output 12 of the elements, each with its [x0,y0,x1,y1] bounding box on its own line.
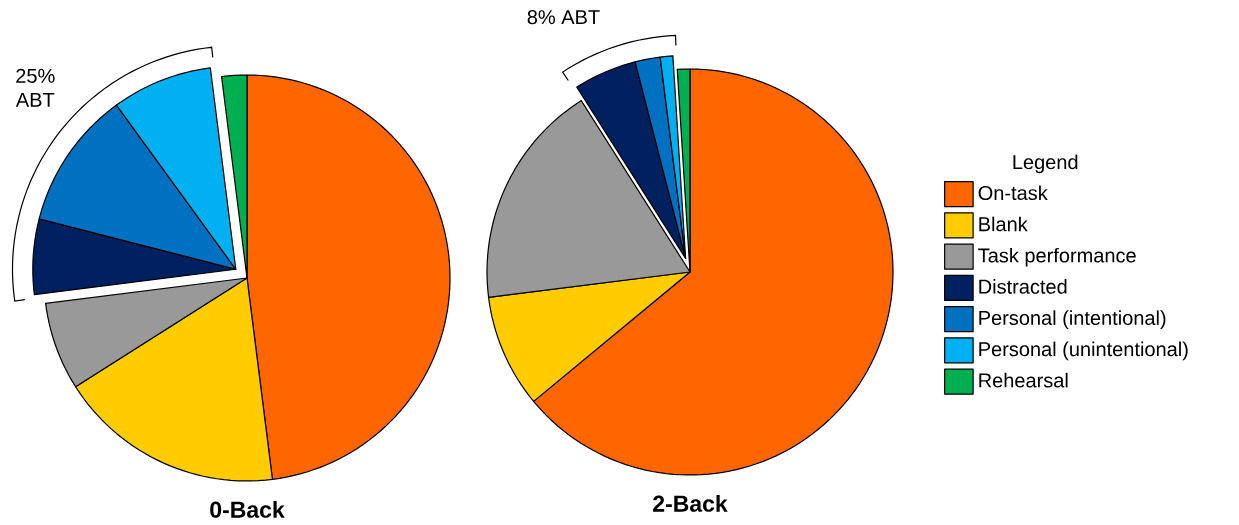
legend-label: On-task [978,185,1048,201]
text: 8% ABT [527,10,600,25]
legend-title: Legend [1013,154,1078,174]
legend-label: Task performance [978,247,1136,267]
text: 25% ABT [15,68,55,107]
legend-label: Rehearsal [979,372,1068,388]
legend-label: Personal (unintentional) [979,341,1188,361]
legend-label: Distracted [979,279,1067,294]
legend-label: Blank [979,216,1028,232]
legend-label: Personal (intentional) [979,310,1166,329]
text: 2-Back [653,494,728,512]
text: 0-Back [210,500,285,518]
